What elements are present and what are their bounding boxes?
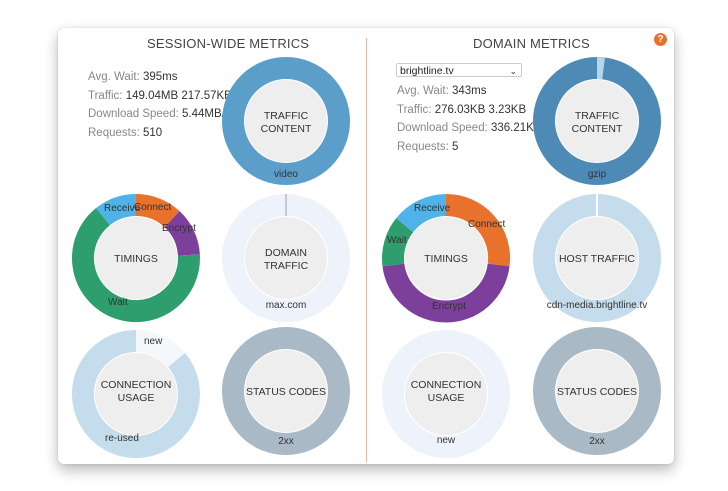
segment-wait[interactable] <box>382 218 414 267</box>
segment-connect[interactable] <box>135 194 180 228</box>
chart-center <box>95 353 177 435</box>
traffic-ring[interactable] <box>222 57 350 185</box>
segment-receive[interactable] <box>96 194 137 226</box>
segment-label-video: video <box>274 169 298 180</box>
chart-center <box>405 217 487 299</box>
segment-label-host: cdn-media.brightline.tv <box>547 300 648 311</box>
segment-label-domain: max.com <box>266 300 307 311</box>
chevron-down-icon: ⌄ <box>509 66 517 76</box>
chart-center-label: CONTENT <box>261 123 312 135</box>
segment-label-wait: Wait <box>387 235 407 246</box>
segment-label-new: new <box>437 435 456 446</box>
session-status-codes-chart[interactable]: STATUS CODES 2xx <box>222 327 350 455</box>
segment-encrypt[interactable] <box>164 211 200 257</box>
domain-metrics-title: DOMAIN METRICS <box>473 36 590 51</box>
stat-avg-wait: Avg. Wait: 343ms <box>397 85 487 97</box>
chart-center <box>556 217 638 299</box>
chart-center <box>556 350 638 432</box>
domain-traffic-content-chart[interactable]: TRAFFIC CONTENT gzip <box>533 57 661 185</box>
session-metrics-title: SESSION-WIDE METRICS <box>147 36 310 51</box>
domain-connection-usage-chart[interactable]: CONNECTION USAGE new <box>382 330 510 458</box>
chart-center <box>245 80 327 162</box>
session-stats: Avg. Wait: 395ms Traffic: 149.04MB 217.5… <box>88 68 232 142</box>
chart-center-label: STATUS CODES <box>557 386 637 398</box>
chart-center-label: STATUS CODES <box>246 386 326 398</box>
chart-center-label: CONNECTION <box>101 379 172 391</box>
segment-label-re-used: re-used <box>105 433 139 444</box>
chart-center-label: TRAFFIC <box>264 110 309 122</box>
stat-traffic: Traffic: 276.03KB 3.23KB <box>397 103 527 116</box>
segment-encrypt[interactable] <box>382 263 510 323</box>
chart-center-label: TRAFFIC <box>575 110 620 122</box>
session-timings-chart[interactable]: TIMINGS Receive Connect Encrypt Wait <box>72 194 200 323</box>
segment-label-gzip: gzip <box>588 169 607 180</box>
chart-center <box>245 350 327 432</box>
segment-label-receive: Receive <box>104 203 141 214</box>
status-ring[interactable] <box>533 327 661 455</box>
domain-select-value: brightline.tv <box>400 65 454 77</box>
segment-label-wait: Wait <box>108 297 128 308</box>
segment-label-new: new <box>144 336 163 347</box>
domain-stats: Avg. Wait: 343ms Traffic: 276.03KB 3.23K… <box>397 82 550 156</box>
chart-center <box>245 217 327 299</box>
segment-wait[interactable] <box>72 208 200 323</box>
chart-center-label: USAGE <box>118 392 155 404</box>
segment-label-connect: Connect <box>134 202 171 213</box>
segment-label-2xx: 2xx <box>278 436 294 447</box>
stat-traffic: Traffic: 149.04MB 217.57KB <box>88 89 232 102</box>
domain-status-codes-chart[interactable]: STATUS CODES 2xx <box>533 327 661 455</box>
segment-label-encrypt: Encrypt <box>432 301 466 312</box>
stat-requests: Requests: 5 <box>397 140 459 153</box>
chart-center <box>95 217 177 299</box>
segment-label-encrypt: Encrypt <box>162 223 196 234</box>
chart-center-label: CONTENT <box>572 123 623 135</box>
segment-re-used[interactable] <box>71 330 200 458</box>
chart-center-label: TRAFFIC <box>264 260 309 272</box>
session-domain-traffic-chart[interactable]: DOMAIN TRAFFIC max.com <box>222 194 350 322</box>
domain-timings-chart[interactable]: TIMINGS Receive Connect Wait Encrypt <box>382 193 511 323</box>
stat-requests: Requests: 510 <box>88 126 163 139</box>
segment-label-receive: Receive <box>414 203 451 214</box>
session-traffic-content-chart[interactable]: TRAFFIC CONTENT video <box>222 57 350 185</box>
status-ring[interactable] <box>222 327 350 455</box>
help-icon[interactable]: ? <box>654 33 667 46</box>
stat-avg-wait: Avg. Wait: 395ms <box>88 71 178 83</box>
domain-host-traffic-chart[interactable]: HOST TRAFFIC cdn-media.brightline.tv <box>533 194 661 322</box>
chart-center-label: TIMINGS <box>114 253 158 265</box>
segment-receive[interactable] <box>396 194 447 233</box>
segment-connect[interactable] <box>445 193 511 267</box>
chart-center-label: TIMINGS <box>424 253 468 265</box>
segment-gzip[interactable] <box>533 57 661 185</box>
segment-label-connect: Connect <box>468 219 505 230</box>
stat-download-speed: Download Speed: 336.21KB/s <box>397 122 551 135</box>
session-connection-usage-chart[interactable]: CONNECTION USAGE new re-used <box>71 330 200 458</box>
segment-new[interactable] <box>382 330 510 458</box>
segment-label-2xx: 2xx <box>589 436 605 447</box>
panel-divider <box>366 38 367 462</box>
chart-center-label: CONNECTION <box>411 379 482 391</box>
chart-center-label: USAGE <box>428 392 465 404</box>
chart-center <box>405 353 487 435</box>
domain-select[interactable]: brightline.tv ⌄ <box>396 63 522 77</box>
chart-center-label: HOST TRAFFIC <box>559 253 635 265</box>
chart-center <box>556 80 638 162</box>
segment-new[interactable] <box>135 330 186 368</box>
chart-center-label: DOMAIN <box>265 247 307 259</box>
stat-download-speed: Download Speed: 5.44MB/s <box>88 108 231 121</box>
